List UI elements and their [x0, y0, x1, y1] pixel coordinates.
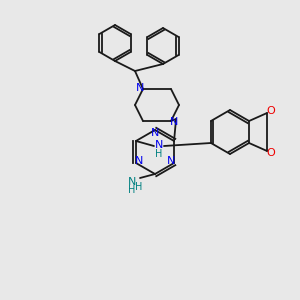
Text: N: N: [155, 140, 163, 150]
Text: N: N: [167, 156, 175, 166]
Text: N: N: [151, 128, 159, 139]
Text: N: N: [128, 177, 136, 187]
Text: N: N: [135, 156, 143, 166]
Text: H: H: [155, 149, 163, 159]
Text: O: O: [267, 148, 275, 158]
Text: N: N: [136, 83, 144, 93]
Text: H: H: [128, 185, 136, 195]
Text: N: N: [170, 117, 178, 127]
Text: O: O: [267, 106, 275, 116]
Text: H: H: [135, 182, 143, 192]
